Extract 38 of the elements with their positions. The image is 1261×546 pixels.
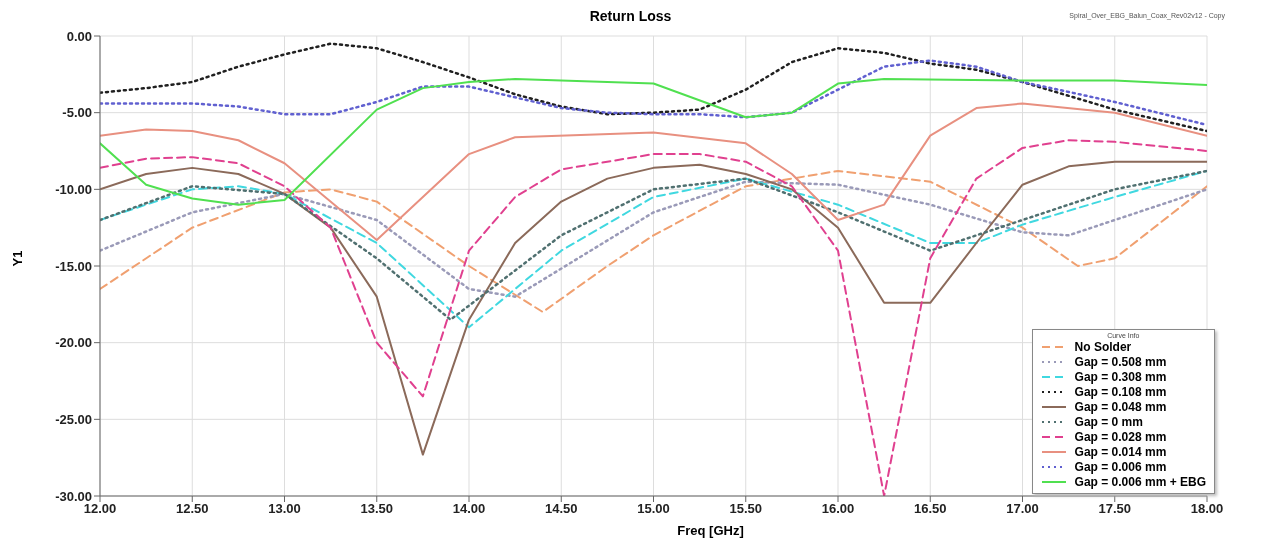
line-series: [100, 180, 1207, 298]
x-tick-label: 13.00: [268, 501, 301, 517]
legend-label: Gap = 0.006 mm + EBG: [1074, 474, 1206, 489]
x-axis-title: Freq [GHz]: [676, 523, 745, 538]
legend-label: Gap = 0.048 mm: [1074, 399, 1167, 414]
x-tick-label: 18.00: [1190, 501, 1224, 517]
x-tick-label: 15.00: [637, 501, 670, 517]
x-tick-label: 13.50: [360, 501, 394, 517]
line-series: [100, 102, 1207, 241]
legend-label: Gap = 0.006 mm: [1074, 459, 1167, 474]
x-tick-label: 12.50: [175, 501, 209, 517]
legend-label: Gap = 0.108 mm: [1074, 384, 1167, 399]
legend-label: Gap = 0.508 mm: [1074, 354, 1167, 369]
legend-label: No Solder: [1074, 339, 1132, 354]
y-tick-label: -15.00: [55, 258, 92, 274]
x-tick-label: 12.00: [83, 501, 117, 517]
x-tick-label: 16.50: [913, 501, 947, 517]
line-series: [100, 42, 1207, 133]
y-tick-label: -10.00: [55, 181, 92, 197]
y-tick-label: -25.00: [55, 411, 92, 427]
line-series: [100, 59, 1207, 127]
x-tick-label: 17.50: [1098, 501, 1132, 517]
legend-label: Gap = 0.028 mm: [1074, 429, 1167, 444]
y-tick-label: -5.00: [62, 105, 92, 121]
x-tick-label: 17.00: [1006, 501, 1039, 517]
chart-title: Return Loss: [589, 8, 672, 24]
x-tick-label: 15.50: [729, 501, 763, 517]
y-tick-label: -20.00: [55, 335, 92, 351]
y-tick-label: 0.00: [66, 28, 92, 44]
legend-label: Gap = 0 mm: [1074, 414, 1143, 429]
legend-label: Gap = 0.308 mm: [1074, 369, 1167, 384]
y-tick-label: -30.00: [55, 488, 92, 504]
legend-label: Gap = 0.014 mm: [1074, 444, 1167, 459]
x-tick-label: 14.00: [452, 501, 486, 517]
x-tick-label: 16.00: [821, 501, 855, 517]
x-tick-label: 14.50: [544, 501, 578, 517]
line-series: [100, 77, 1207, 206]
y-axis-title: Y1: [10, 250, 26, 266]
